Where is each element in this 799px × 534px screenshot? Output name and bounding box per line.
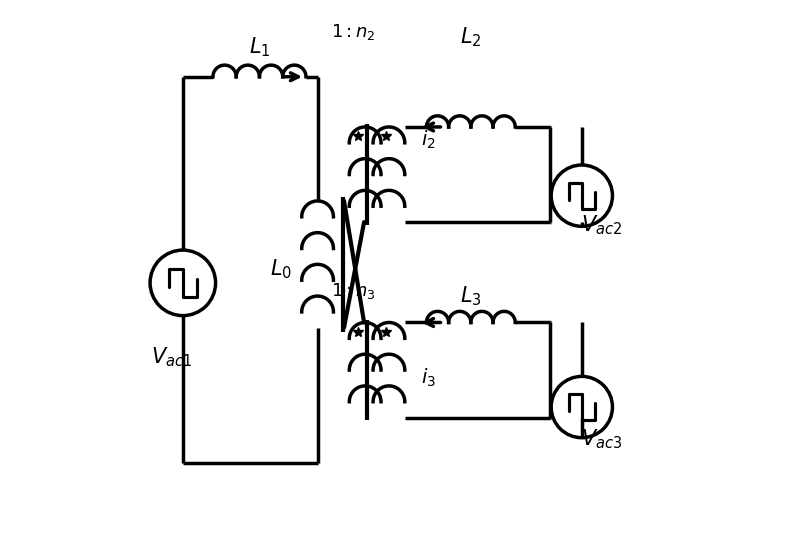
Text: $i_3$: $i_3$ <box>421 367 436 389</box>
Text: $L_3$: $L_3$ <box>460 284 482 308</box>
Text: $L_0$: $L_0$ <box>269 258 292 281</box>
Text: $V_{ac3}$: $V_{ac3}$ <box>581 427 622 451</box>
Text: $L_2$: $L_2$ <box>460 25 482 49</box>
Text: $i_2$: $i_2$ <box>421 129 436 151</box>
Text: $V_{ac1}$: $V_{ac1}$ <box>151 345 192 368</box>
Text: $L_1$: $L_1$ <box>248 36 270 59</box>
Text: $V_{ac2}$: $V_{ac2}$ <box>582 213 622 237</box>
Text: $1:n_3$: $1:n_3$ <box>331 281 376 301</box>
Text: $1:n_2$: $1:n_2$ <box>331 22 376 42</box>
